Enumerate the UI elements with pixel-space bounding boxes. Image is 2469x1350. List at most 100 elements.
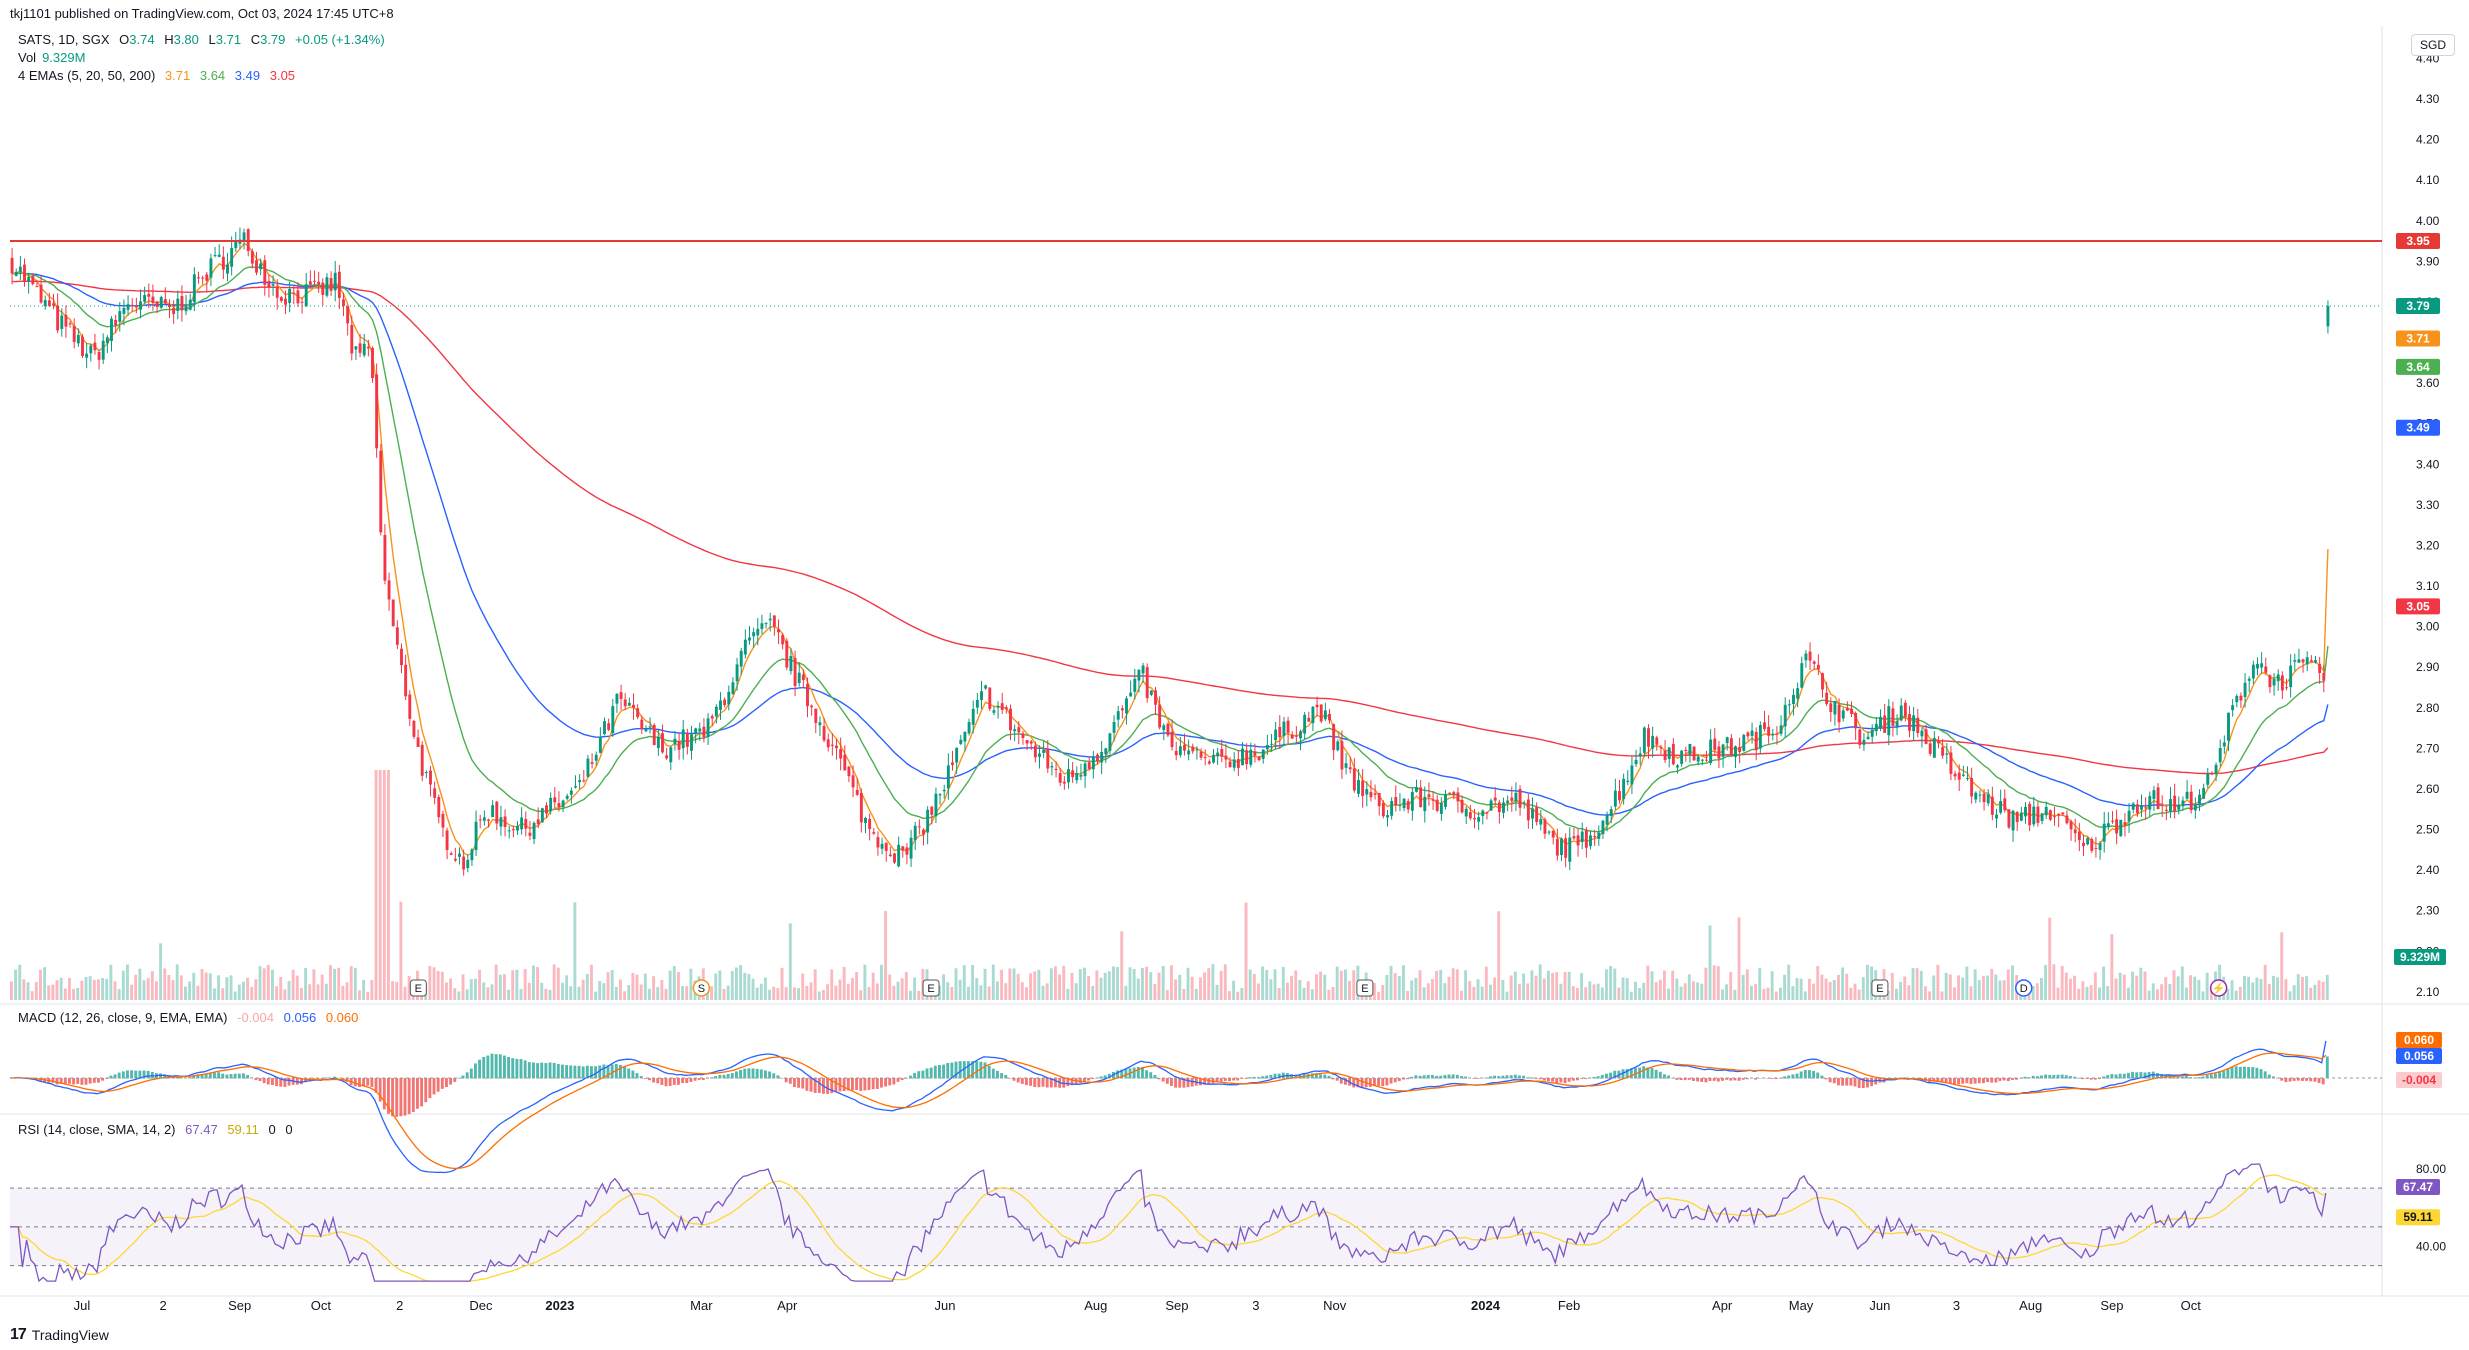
macd-hist-bar <box>1497 1076 1501 1079</box>
candle-body <box>1485 812 1489 814</box>
candle-body <box>1729 738 1733 756</box>
candle-body <box>996 706 1000 708</box>
candle-body <box>1216 752 1220 757</box>
volume-bar <box>1750 985 1753 1000</box>
macd-hist-bar <box>246 1075 250 1079</box>
candle-body <box>1381 802 1385 817</box>
macd-hist-bar <box>809 1078 813 1092</box>
macd-hist-bar <box>2317 1078 2321 1083</box>
volume-bar <box>1377 991 1381 1000</box>
volume-bar <box>445 982 448 1000</box>
macd-hist-bar <box>631 1070 635 1079</box>
volume-bar <box>1381 985 1385 1000</box>
macd-hist-bar <box>2098 1078 2101 1080</box>
volume-bar <box>1944 972 1948 1000</box>
candle-body <box>1120 708 1124 711</box>
macd-hist-bar <box>743 1068 747 1079</box>
macd-hist-bar <box>213 1072 216 1079</box>
candle-body <box>1779 725 1783 734</box>
volume-bar <box>2255 977 2259 1000</box>
price-badge-label: 3.71 <box>2406 331 2430 345</box>
volume-bar <box>552 964 556 1000</box>
volume-bar <box>2114 978 2118 1000</box>
candle-body <box>1986 794 1990 804</box>
macd-hist-bar <box>2255 1067 2259 1079</box>
macd-hist-bar <box>780 1078 784 1079</box>
macd-hist-bar <box>536 1063 540 1079</box>
macd-hist-bar <box>1037 1078 1041 1088</box>
candle-body <box>478 819 482 821</box>
candle-body <box>1224 755 1228 760</box>
volume-bar <box>378 770 382 1000</box>
macd-hist-bar <box>503 1055 506 1079</box>
macd-hist-bar <box>2301 1078 2304 1081</box>
candle-body <box>2069 821 2073 830</box>
candle-body <box>1763 722 1766 730</box>
candle-body <box>1572 836 1576 839</box>
volume-bar <box>1000 969 1004 1000</box>
candle-body <box>10 257 14 274</box>
candle-body <box>420 744 424 776</box>
volume-bar <box>817 991 821 1000</box>
candle-body <box>1522 803 1526 805</box>
candle-body <box>81 336 84 357</box>
candle-body <box>656 736 660 749</box>
volume-bar <box>1281 966 1285 1000</box>
candle-body <box>1079 775 1083 777</box>
volume-bar <box>337 967 341 1000</box>
candle-body <box>1560 838 1563 856</box>
candle-body <box>1862 739 1866 745</box>
macd-hist-bar <box>1754 1078 1758 1080</box>
volume-bar <box>714 973 718 1000</box>
volume-bar <box>403 986 407 1000</box>
macd-hist-bar <box>1505 1075 1509 1079</box>
macd-hist-bar <box>900 1078 904 1081</box>
macd-hist-bar <box>875 1078 879 1089</box>
volume-bar <box>1095 970 1099 1000</box>
volume-bar <box>440 971 444 1000</box>
time-axis-label: Jul <box>74 1298 91 1313</box>
currency-selector[interactable]: SGD <box>2410 34 2455 56</box>
volume-bar <box>1687 974 1691 1000</box>
macd-hist-bar <box>1099 1076 1103 1079</box>
volume-bar <box>1924 986 1927 1000</box>
candle-body <box>105 337 109 344</box>
macd-hist-bar <box>1178 1078 1182 1088</box>
macd-hist-bar <box>2064 1075 2068 1079</box>
volume-bar <box>1849 987 1853 1000</box>
macd-hist-bar <box>146 1070 150 1079</box>
candle-body <box>607 723 611 730</box>
tradingview-brand[interactable]: 17 TradingView <box>10 1326 109 1344</box>
volume-bar <box>523 968 527 1000</box>
macd-hist-bar <box>1605 1073 1608 1079</box>
macd-hist-bar <box>1712 1078 1716 1081</box>
candle-body <box>2202 788 2206 799</box>
candle-body <box>677 740 681 750</box>
macd-hist-bar <box>490 1053 494 1079</box>
volume-bar <box>2238 986 2242 1000</box>
macd-hist-bar <box>561 1064 564 1079</box>
volume-bar <box>192 972 196 1000</box>
macd-line <box>9 1040 2327 1174</box>
volume-bar <box>1464 970 1468 1000</box>
volume-bar <box>1509 975 1513 1000</box>
candle-body <box>2280 675 2284 691</box>
macd-hist-bar <box>1948 1078 1952 1084</box>
macd-hist-bar <box>1476 1078 1480 1079</box>
macd-hist-bar <box>1725 1078 1729 1080</box>
candle-body <box>1497 802 1501 813</box>
volume-bar <box>117 989 121 1000</box>
macd-hist-bar <box>2226 1068 2230 1079</box>
macd-hist-bar <box>1232 1078 1236 1081</box>
symbol-legend: SATS, 1D, SGX O3.74 H3.80 L3.71 C3.79 +0… <box>18 32 385 47</box>
volume-bar <box>2276 977 2280 1000</box>
volume-bar <box>1410 980 1414 1000</box>
macd-hist-bar <box>1791 1074 1795 1079</box>
volume-bar <box>1199 977 1202 1000</box>
candle-body <box>2082 842 2085 847</box>
candle-body <box>487 819 490 821</box>
volume-bar <box>2272 975 2275 1000</box>
macd-hist-bar <box>163 1074 167 1079</box>
volume-bar <box>2267 983 2271 1000</box>
